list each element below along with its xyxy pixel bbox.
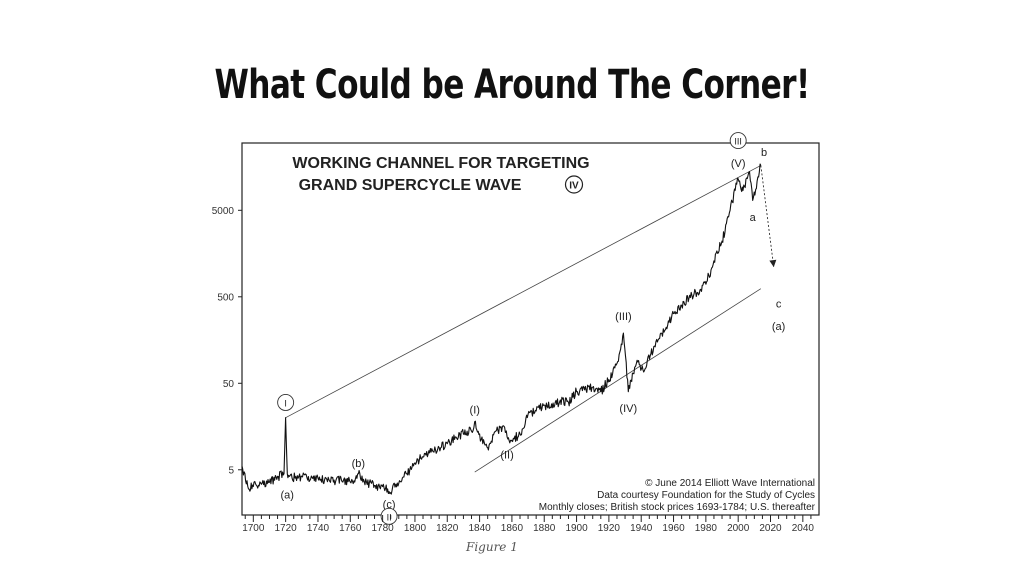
wave-label-text-13: c (776, 298, 782, 310)
x-tick-label-1980: 1980 (695, 523, 718, 534)
wave-label-14: (a) (772, 321, 785, 333)
wave-label-text-12: b (761, 147, 767, 159)
chart-subtitle: GRAND SUPERCYCLE WAVE (299, 177, 522, 194)
x-tick-label-1960: 1960 (662, 523, 685, 534)
x-tick-label-1940: 1940 (630, 523, 653, 534)
wave-label-2: (b) (352, 458, 365, 470)
wave-label-text-0: I (284, 398, 287, 408)
wave-label-text-11: a (750, 212, 757, 224)
x-tick-label-1760: 1760 (339, 523, 362, 534)
slide-title: What Could be Around The Corner! (214, 62, 810, 108)
wave-label-text-5: (I) (470, 404, 480, 416)
wave-label-0: I (277, 394, 295, 411)
wave-label-circle-4 (380, 507, 398, 525)
x-tick-label-2040: 2040 (792, 523, 815, 534)
x-tick-label-1840: 1840 (468, 523, 491, 534)
credit-line-2: Data courtesy Foundation for the Study o… (597, 490, 815, 501)
wave-label-3: (c) (383, 499, 396, 511)
y-tick-label-5000: 5000 (212, 206, 235, 217)
y-tick-label-5: 5 (228, 465, 234, 476)
figure-caption: Figure 1 (466, 540, 518, 554)
x-tick-label-1900: 1900 (565, 523, 588, 534)
y-tick-label-500: 500 (217, 292, 234, 303)
credit-line-1: © June 2014 Elliott Wave International (645, 478, 815, 489)
x-tick-label-1700: 1700 (242, 523, 265, 534)
x-tick-label-1740: 1740 (307, 523, 330, 534)
x-tick-label-2020: 2020 (759, 523, 782, 534)
price-series-line-0 (241, 163, 762, 495)
credit-line-3: Monthly closes; British stock prices 169… (539, 502, 816, 513)
subtitle-wave-symbol-text: IV (569, 181, 579, 192)
wave-label-12: b (761, 147, 767, 159)
plot-frame (241, 142, 820, 516)
wave-label-9: (V) (731, 158, 746, 170)
channel-lower-line (474, 288, 762, 473)
x-tick-label-2000: 2000 (727, 523, 750, 534)
wave-label-circle-10 (729, 132, 747, 150)
wave-label-text-9: (V) (731, 158, 746, 170)
wave-label-text-2: (b) (352, 458, 365, 470)
x-tick-label-1800: 1800 (404, 523, 427, 534)
x-tick-label-1780: 1780 (371, 523, 394, 534)
subtitle-wave-symbol: IV (564, 175, 584, 194)
wave-label-10: III (729, 132, 747, 150)
wave-label-text-6: (II) (500, 450, 513, 462)
wave-label-5: (I) (470, 404, 480, 416)
x-tick-label-1920: 1920 (598, 523, 621, 534)
wave-label-text-8: (IV) (619, 403, 637, 415)
wave-label-13: c (776, 298, 782, 310)
chart-title: WORKING CHANNEL FOR TARGETING (292, 155, 589, 172)
wave-label-11: a (750, 212, 757, 224)
wave-label-text-4: II (387, 512, 392, 522)
wave-label-8: (IV) (619, 403, 637, 415)
wave-label-text-1: (a) (281, 489, 294, 501)
wave-label-text-10: III (734, 137, 742, 147)
projection-arrow-line (760, 165, 775, 268)
x-tick-label-1720: 1720 (275, 523, 298, 534)
wave-label-text-3: (c) (383, 499, 396, 511)
x-tick-label-1860: 1860 (501, 523, 524, 534)
wave-label-circle-0 (277, 394, 295, 411)
wave-label-text-7: (III) (615, 311, 632, 323)
x-tick-label-1880: 1880 (533, 523, 556, 534)
x-tick-label-1820: 1820 (436, 523, 459, 534)
wave-label-7: (III) (615, 311, 632, 323)
credits: © June 2014 Elliott Wave International D… (539, 478, 816, 513)
wave-label-1: (a) (281, 489, 294, 501)
y-tick-label-50: 50 (223, 379, 235, 390)
channel-upper-line (285, 165, 762, 419)
projection-arrow-head (769, 259, 777, 268)
wave-label-6: (II) (500, 450, 513, 462)
wave-label-4: II (380, 507, 398, 525)
wave-label-text-14: (a) (772, 321, 785, 333)
